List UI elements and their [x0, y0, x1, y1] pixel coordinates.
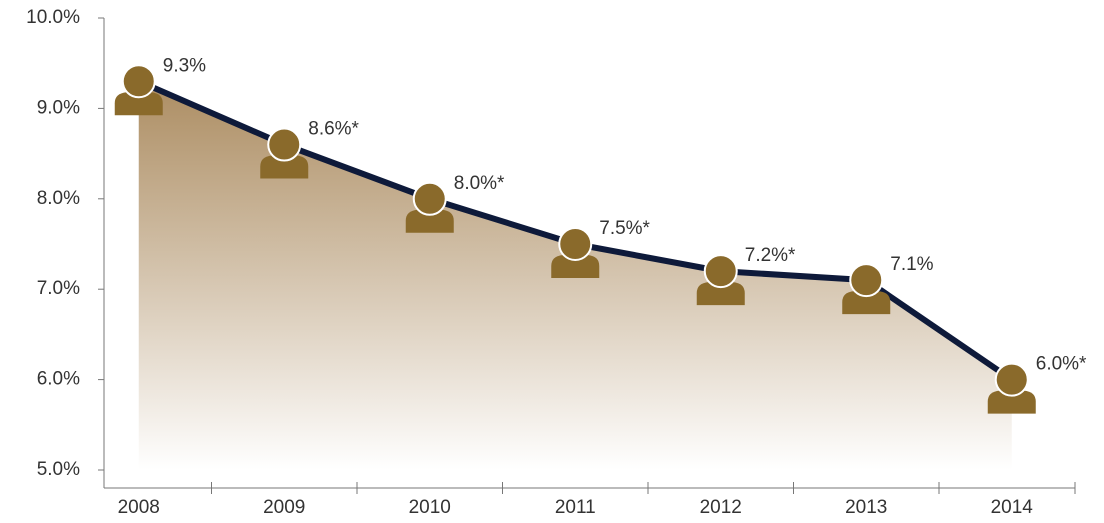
person-marker [696, 254, 745, 306]
person-marker [114, 64, 163, 116]
person-marker [551, 227, 600, 278]
person-marker [842, 263, 891, 315]
x-tick-label: 2010 [409, 497, 451, 518]
y-tick-label: 6.0% [37, 369, 80, 390]
x-tick-label: 2008 [118, 497, 160, 518]
x-tick-label: 2014 [991, 497, 1034, 518]
x-tick-label: 2012 [700, 497, 742, 518]
data-label: 7.5%* [599, 218, 650, 239]
data-label: 8.6%* [308, 119, 359, 140]
person-marker [260, 127, 309, 179]
data-label: 7.1% [890, 254, 933, 275]
data-label: 8.0%* [454, 173, 505, 194]
x-tick-label: 2013 [845, 497, 887, 518]
y-tick-label: 5.0% [37, 459, 80, 480]
y-tick-label: 9.0% [37, 97, 80, 118]
data-label: 6.0%* [1036, 354, 1087, 375]
person-marker [405, 181, 454, 233]
y-tick-label: 8.0% [37, 188, 80, 209]
person-marker [987, 362, 1036, 414]
y-tick-label: 7.0% [37, 278, 80, 299]
data-label: 7.2%* [745, 245, 796, 266]
x-tick-label: 2011 [555, 497, 596, 518]
data-label: 9.3% [163, 55, 206, 76]
x-tick-label: 2009 [263, 497, 305, 518]
y-tick-label: 10.0% [26, 7, 80, 28]
